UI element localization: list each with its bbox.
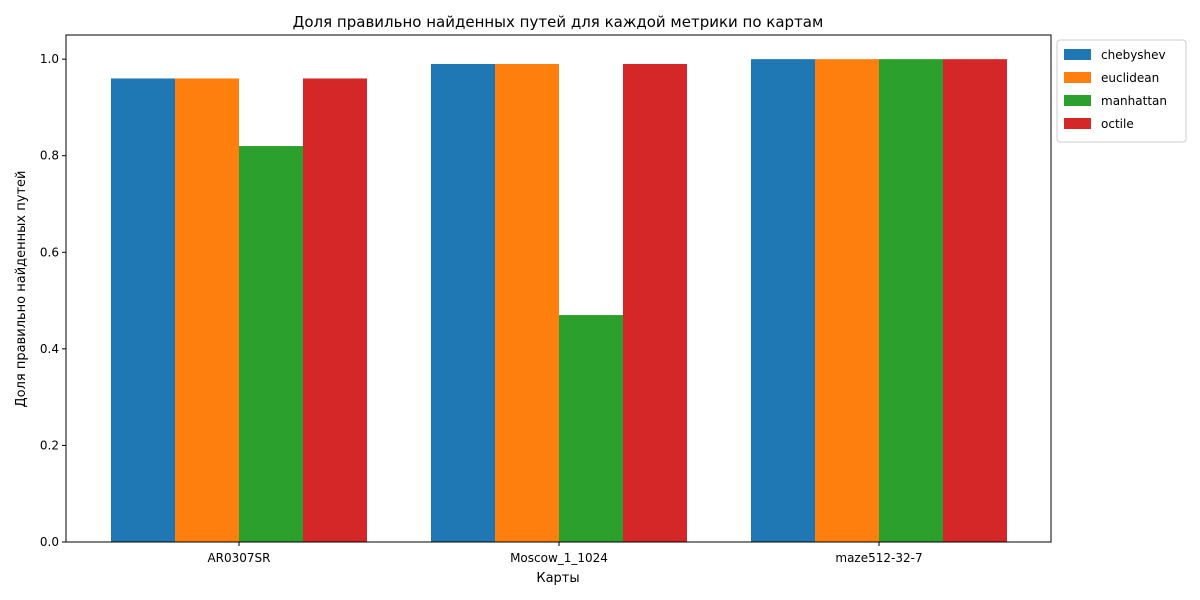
y-tick-label: 0.2 xyxy=(40,438,59,452)
y-tick-label: 1.0 xyxy=(40,52,59,66)
x-axis-label: Карты xyxy=(536,571,579,586)
legend-box xyxy=(1056,39,1187,143)
x-tick-label: maze512-32-7 xyxy=(835,551,922,565)
y-tick-label: 0.0 xyxy=(40,535,59,549)
y-axis-label: Доля правильно найденных путей xyxy=(14,171,29,408)
legend-swatch-manhattan xyxy=(1064,95,1091,106)
legend: chebyshev euclidean manhattan octile xyxy=(1056,39,1187,143)
bar-euclidean-2 xyxy=(815,59,879,543)
bar-octile-0 xyxy=(303,78,367,542)
bar-manhattan-2 xyxy=(879,59,943,543)
bar-euclidean-1 xyxy=(495,63,559,542)
legend-swatch-euclidean xyxy=(1064,72,1091,83)
bar-manhattan-0 xyxy=(239,146,303,543)
chart-title: Доля правильно найденных путей для каждо… xyxy=(293,13,824,31)
y-tick-label: 0.4 xyxy=(40,342,59,356)
bar-chebyshev-1 xyxy=(431,63,495,542)
legend-swatch-octile xyxy=(1064,118,1091,129)
y-tick-label: 0.6 xyxy=(40,245,59,259)
bar-chebyshev-2 xyxy=(751,59,815,543)
bar-manhattan-1 xyxy=(559,315,623,542)
plot-area xyxy=(111,59,1007,543)
x-tick-label: Moscow_1_1024 xyxy=(510,551,608,565)
axes: 0.0 0.2 0.4 0.6 0.8 1.0 AR0307SR Moscow_1_1024 m… xyxy=(40,34,1052,565)
bar-euclidean-0 xyxy=(175,78,239,542)
legend-label-manhattan: manhattan xyxy=(1101,94,1167,108)
bar-octile-1 xyxy=(623,63,687,542)
legend-swatch-chebyshev xyxy=(1064,49,1091,60)
y-tick-label: 0.8 xyxy=(40,149,59,163)
bar-octile-2 xyxy=(943,59,1007,543)
legend-label-chebyshev: chebyshev xyxy=(1101,48,1166,62)
x-tick-label: AR0307SR xyxy=(207,551,270,565)
bar-chebyshev-0 xyxy=(111,78,175,542)
legend-label-octile: octile xyxy=(1101,117,1134,131)
legend-label-euclidean: euclidean xyxy=(1101,71,1159,85)
